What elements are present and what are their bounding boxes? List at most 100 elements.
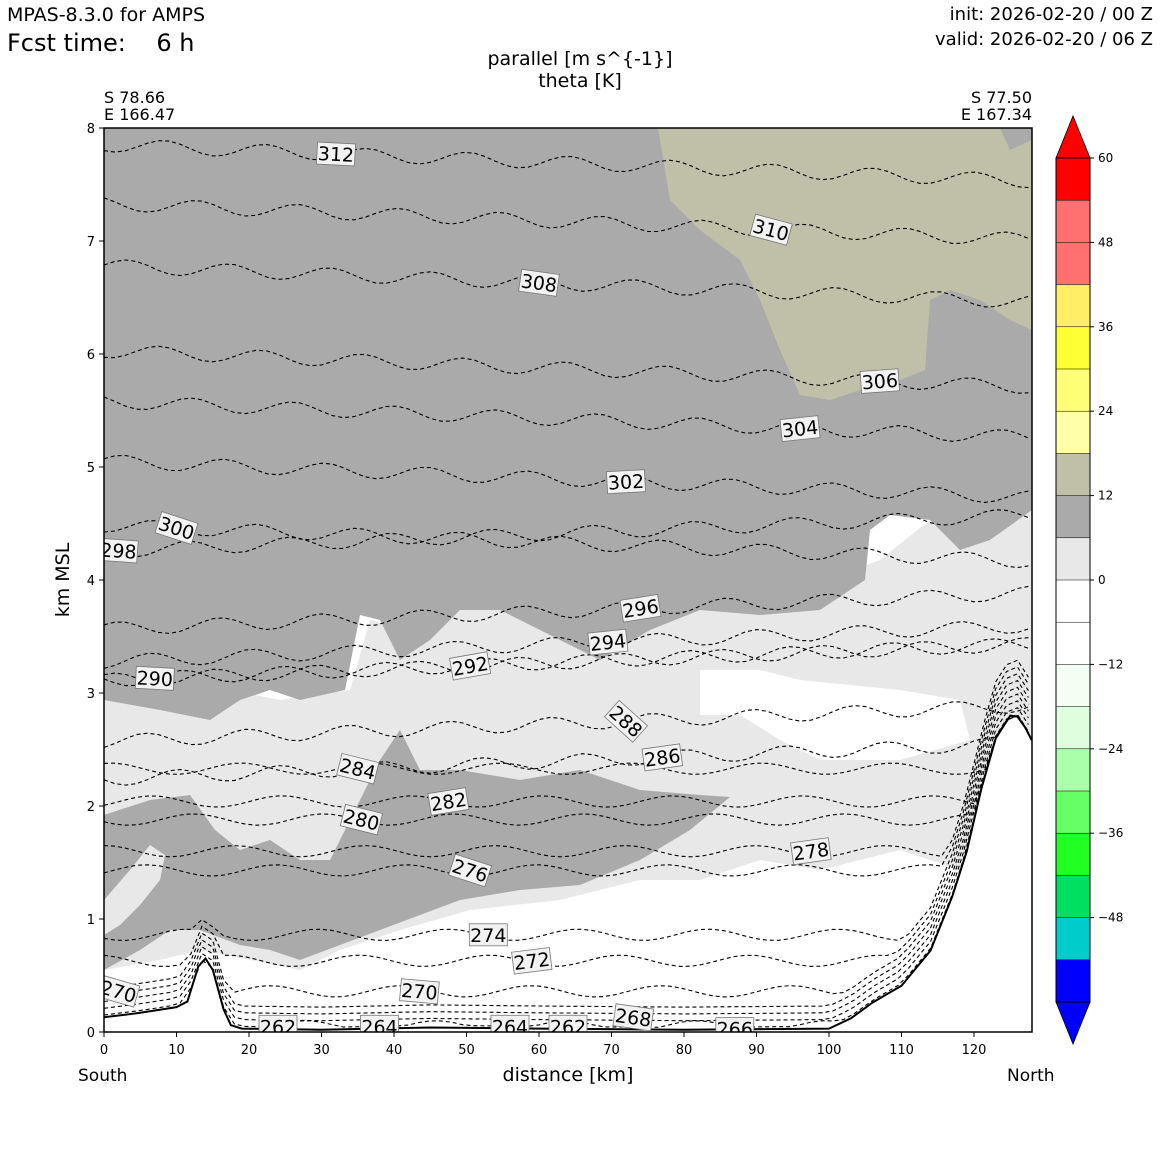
x-tick-label: 80	[676, 1043, 693, 1058]
theta-label-box	[511, 947, 553, 975]
theta-label-text: 262	[550, 1016, 586, 1038]
colorbar-tick-label: 36	[1098, 320, 1113, 334]
theta-label-text: 312	[317, 143, 354, 167]
theta-labels: 3123103083063043023002982962942922902882…	[100, 141, 900, 1041]
colorbar-segment	[1055, 959, 1091, 1003]
theta-label-text: 298	[100, 539, 138, 563]
theta-contour-270	[104, 686, 1029, 998]
theta-label-text: 266	[717, 1019, 753, 1041]
colorbar-segment	[1055, 495, 1091, 539]
colorbar-segment	[1055, 453, 1091, 497]
start-lat: S 78.66	[104, 88, 166, 107]
x-tick-label: 60	[531, 1043, 548, 1058]
theta-label: 268	[612, 1003, 655, 1032]
y-tick-label: 2	[87, 800, 95, 815]
colorbar-segment	[1055, 284, 1091, 328]
colorbar-segment	[1055, 875, 1091, 919]
y-tick-label: 4	[87, 574, 95, 589]
colorbar-segment	[1055, 242, 1091, 286]
theta-contour-268	[104, 693, 1029, 1008]
theta-contour-284	[104, 714, 1029, 775]
theta-contour-278	[104, 659, 1029, 858]
y-tick-label: 3	[87, 687, 95, 702]
colorbar-tick-label: −12	[1098, 657, 1123, 671]
theta-contour-274	[104, 673, 1029, 941]
theta-label-box	[859, 368, 900, 394]
theta-label-text: 264	[492, 1016, 528, 1038]
colorbar-tick-label: 24	[1098, 404, 1113, 418]
theta-label: 302	[606, 469, 646, 495]
colorbar-segment	[1055, 368, 1091, 412]
theta-label-box	[790, 837, 832, 866]
theta-label: 274	[468, 923, 508, 947]
x-tick-label: 20	[241, 1043, 258, 1058]
theta-label-box	[715, 1017, 755, 1032]
theta-label: 290	[134, 665, 175, 691]
theta-label-text: 294	[589, 630, 627, 656]
x-tick-label: 70	[603, 1043, 620, 1058]
theta-label-text: 270	[400, 980, 438, 1005]
colorbar-segment	[1055, 917, 1091, 961]
terrain-profile	[104, 714, 1032, 1031]
start-lon: E 166.47	[104, 105, 176, 124]
theta-label: 294	[587, 628, 629, 656]
theta-label: 304	[779, 415, 821, 442]
theta-label-box	[612, 1003, 655, 1032]
theta-label: 306	[859, 368, 900, 394]
end-lon: E 167.34	[960, 105, 1032, 124]
theta-label-box	[468, 923, 508, 947]
colorbar-tick-label: 48	[1098, 235, 1113, 249]
x-tick-label: 110	[889, 1043, 914, 1058]
shade-12-18-lower	[104, 730, 730, 970]
colorbar: 60 48 36 24 12 0 −12 −24 −36 −48	[1055, 114, 1123, 1046]
colorbar-segment	[1055, 326, 1091, 370]
theta-contour-272	[104, 679, 1029, 967]
theta-label-box	[518, 268, 560, 297]
theta-label: 278	[790, 837, 832, 866]
colorbar-extend-max	[1055, 114, 1091, 159]
theta-label-box	[606, 469, 646, 495]
theta-label: 296	[619, 594, 662, 623]
colorbar-tick-label: 60	[1098, 151, 1113, 165]
colorbar-segment	[1055, 790, 1091, 834]
theta-label-text: 262	[260, 1016, 296, 1038]
theta-label-box	[339, 803, 383, 836]
forecast-time-value: 6 h	[156, 29, 195, 57]
theta-label-text: 308	[519, 270, 558, 297]
colorbar-segment	[1055, 579, 1091, 623]
shade-6-12-pocket	[104, 845, 165, 935]
x-tick-label: 10	[168, 1043, 185, 1058]
theta-label-box	[641, 743, 684, 772]
theta-label-box	[427, 787, 470, 816]
theta-contour-312	[104, 140, 1029, 189]
y-tick-label: 6	[87, 348, 95, 363]
theta-label: 264	[360, 1014, 399, 1032]
theta-contour-266	[104, 700, 1029, 1015]
theta-contour-276	[104, 666, 1029, 877]
valid-time: valid: 2026-02-20 / 06 Z	[935, 29, 1153, 50]
theta-contour-310	[104, 197, 1029, 244]
x-tick-label: 40	[386, 1043, 403, 1058]
colorbar-extend-min	[1055, 1001, 1091, 1046]
theta-label-box	[134, 665, 175, 691]
theta-contour-288	[104, 701, 1029, 748]
colorbar-tick-label: −36	[1098, 826, 1123, 840]
colorbar-segment	[1055, 748, 1091, 792]
theta-label-text: 278	[792, 839, 831, 866]
x-tick-label: 120	[962, 1043, 987, 1058]
theta-label-box	[336, 752, 380, 785]
theta-label: 262	[548, 1014, 588, 1038]
terrain-fill	[104, 715, 1032, 1032]
x-tick-label: 100	[817, 1043, 842, 1058]
chart-subtitle: theta [K]	[538, 70, 622, 92]
theta-label-box	[104, 974, 141, 1008]
theta-label-box	[360, 1014, 399, 1032]
theta-label: 270	[399, 978, 440, 1005]
colorbar-tick-label: −48	[1098, 911, 1123, 925]
theta-label-text: 286	[643, 745, 682, 772]
theta-contour-290	[104, 637, 1029, 686]
theta-label-box	[258, 1014, 298, 1032]
theta-contour-280	[104, 714, 1029, 826]
colorbar-tick-label: 0	[1098, 573, 1106, 587]
